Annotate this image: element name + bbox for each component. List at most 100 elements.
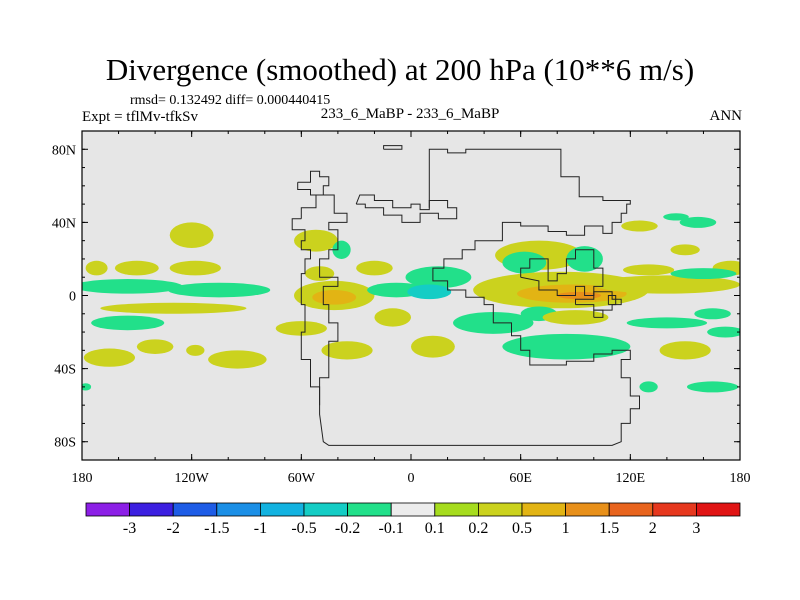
coastline <box>607 295 617 306</box>
colorbar-label: -3 <box>123 520 136 537</box>
field-region <box>356 260 393 276</box>
field-region <box>407 284 452 300</box>
colorbar-swatch <box>303 502 348 517</box>
field-region <box>639 381 658 393</box>
field-region <box>83 348 136 367</box>
colorbar-swatch <box>259 502 305 517</box>
colorbar-swatch <box>85 502 130 517</box>
field-regions <box>82 213 740 393</box>
coastline <box>383 145 403 150</box>
field-region <box>100 302 247 314</box>
colorbar-label: 1 <box>562 520 570 537</box>
y-tick-label: 80N <box>52 143 76 158</box>
colorbar-swatch <box>652 502 697 517</box>
colorbar-swatch <box>172 502 218 517</box>
field-region <box>186 344 205 356</box>
x-tick-label: 180 <box>72 471 93 486</box>
y-axis: 80N 40N 0 40S 80S <box>52 130 740 461</box>
colorbar-swatch <box>565 502 610 517</box>
colorbar-label: -0.5 <box>291 520 316 537</box>
coastline <box>355 194 458 223</box>
field-region <box>621 220 658 232</box>
field-region <box>542 310 609 325</box>
y-tick-label: 40N <box>52 216 76 231</box>
x-tick-label: 60W <box>288 471 316 486</box>
field-region <box>136 339 174 354</box>
colorbar-swatch <box>608 502 654 517</box>
colorbar-label: -2 <box>167 520 180 537</box>
colorbar-swatch <box>521 502 566 517</box>
field-region <box>663 213 689 221</box>
page-title: Divergence (smoothed) at 200 hPa (10**6 … <box>105 52 695 87</box>
field-region <box>169 222 214 248</box>
colorbar-swatch <box>390 502 436 517</box>
field-region <box>502 333 631 360</box>
colorbar-label: 0.5 <box>512 520 532 537</box>
colorbar-label: 0.2 <box>468 520 488 537</box>
experiment-label: Expt = tflMv-tfkSv <box>82 109 198 125</box>
field-region <box>114 260 159 276</box>
field-region <box>593 275 740 294</box>
colorbar-swatch <box>129 502 174 517</box>
y-tick-label: 80S <box>54 436 76 451</box>
field-region <box>707 326 740 338</box>
field-region <box>411 335 455 358</box>
x-tick-label: 0 <box>408 471 415 486</box>
field-region <box>312 290 357 305</box>
field-region <box>321 341 373 360</box>
field-region <box>405 266 472 289</box>
field-region <box>167 282 271 298</box>
field-region <box>502 251 547 274</box>
colorbar-swatch <box>347 502 392 517</box>
field-region <box>694 308 731 320</box>
field-region <box>91 315 165 331</box>
field-region <box>659 341 711 360</box>
field-region <box>208 350 267 369</box>
field-region <box>85 260 108 276</box>
colorbar-label: -1 <box>254 520 267 537</box>
field-region <box>670 268 737 280</box>
colorbar-label: -0.2 <box>335 520 360 537</box>
field-region <box>294 229 338 252</box>
field-region <box>169 260 221 276</box>
field-region <box>332 240 351 259</box>
colorbar-label: 2 <box>649 520 657 537</box>
x-tick-label: 120E <box>616 471 646 486</box>
stats-label: rmsd= 0.132492 diff= 0.000440415 <box>130 93 331 108</box>
x-axis: 180 120W 60W 0 60E 120E 180 <box>72 131 751 486</box>
colorbar-label: -1.5 <box>204 520 229 537</box>
coastline <box>593 309 604 318</box>
coastline <box>520 249 604 296</box>
land-outlines <box>291 145 640 446</box>
colorbar-swatch <box>216 502 261 517</box>
colorbar-swatch <box>477 502 523 517</box>
colorbar-label: 0.1 <box>425 520 445 537</box>
field-region <box>670 244 700 256</box>
field-region <box>679 216 717 228</box>
colorbar-label: 1.5 <box>599 520 619 537</box>
colorbar-swatch <box>696 502 741 517</box>
colorbar: -3 -2 -1.5 -1 -0.5 -0.2 -0.1 0.1 0.2 0.5 1 1.5 2 3 <box>85 502 741 537</box>
coastline <box>297 170 330 196</box>
field-region <box>374 308 411 327</box>
colorbar-swatch <box>434 502 479 517</box>
x-tick-label: 180 <box>730 471 751 486</box>
season-label: ANN <box>709 108 743 124</box>
field-region <box>686 381 739 393</box>
x-tick-label: 60E <box>509 471 532 486</box>
coastline <box>291 218 321 406</box>
cases-label: 233_6_MaBP - 233_6_MaBP <box>320 106 500 122</box>
field-region <box>82 279 183 294</box>
x-tick-label: 120W <box>175 471 210 486</box>
coastline <box>300 148 640 446</box>
y-tick-label: 40S <box>54 363 76 378</box>
field-region <box>557 291 602 300</box>
field-region <box>623 264 675 276</box>
field-region <box>275 321 327 336</box>
colorbar-label: -0.1 <box>379 520 404 537</box>
field-region <box>82 383 92 391</box>
colorbar-label: 3 <box>692 520 700 537</box>
y-tick-label: 0 <box>69 290 76 305</box>
field-region <box>626 317 708 329</box>
